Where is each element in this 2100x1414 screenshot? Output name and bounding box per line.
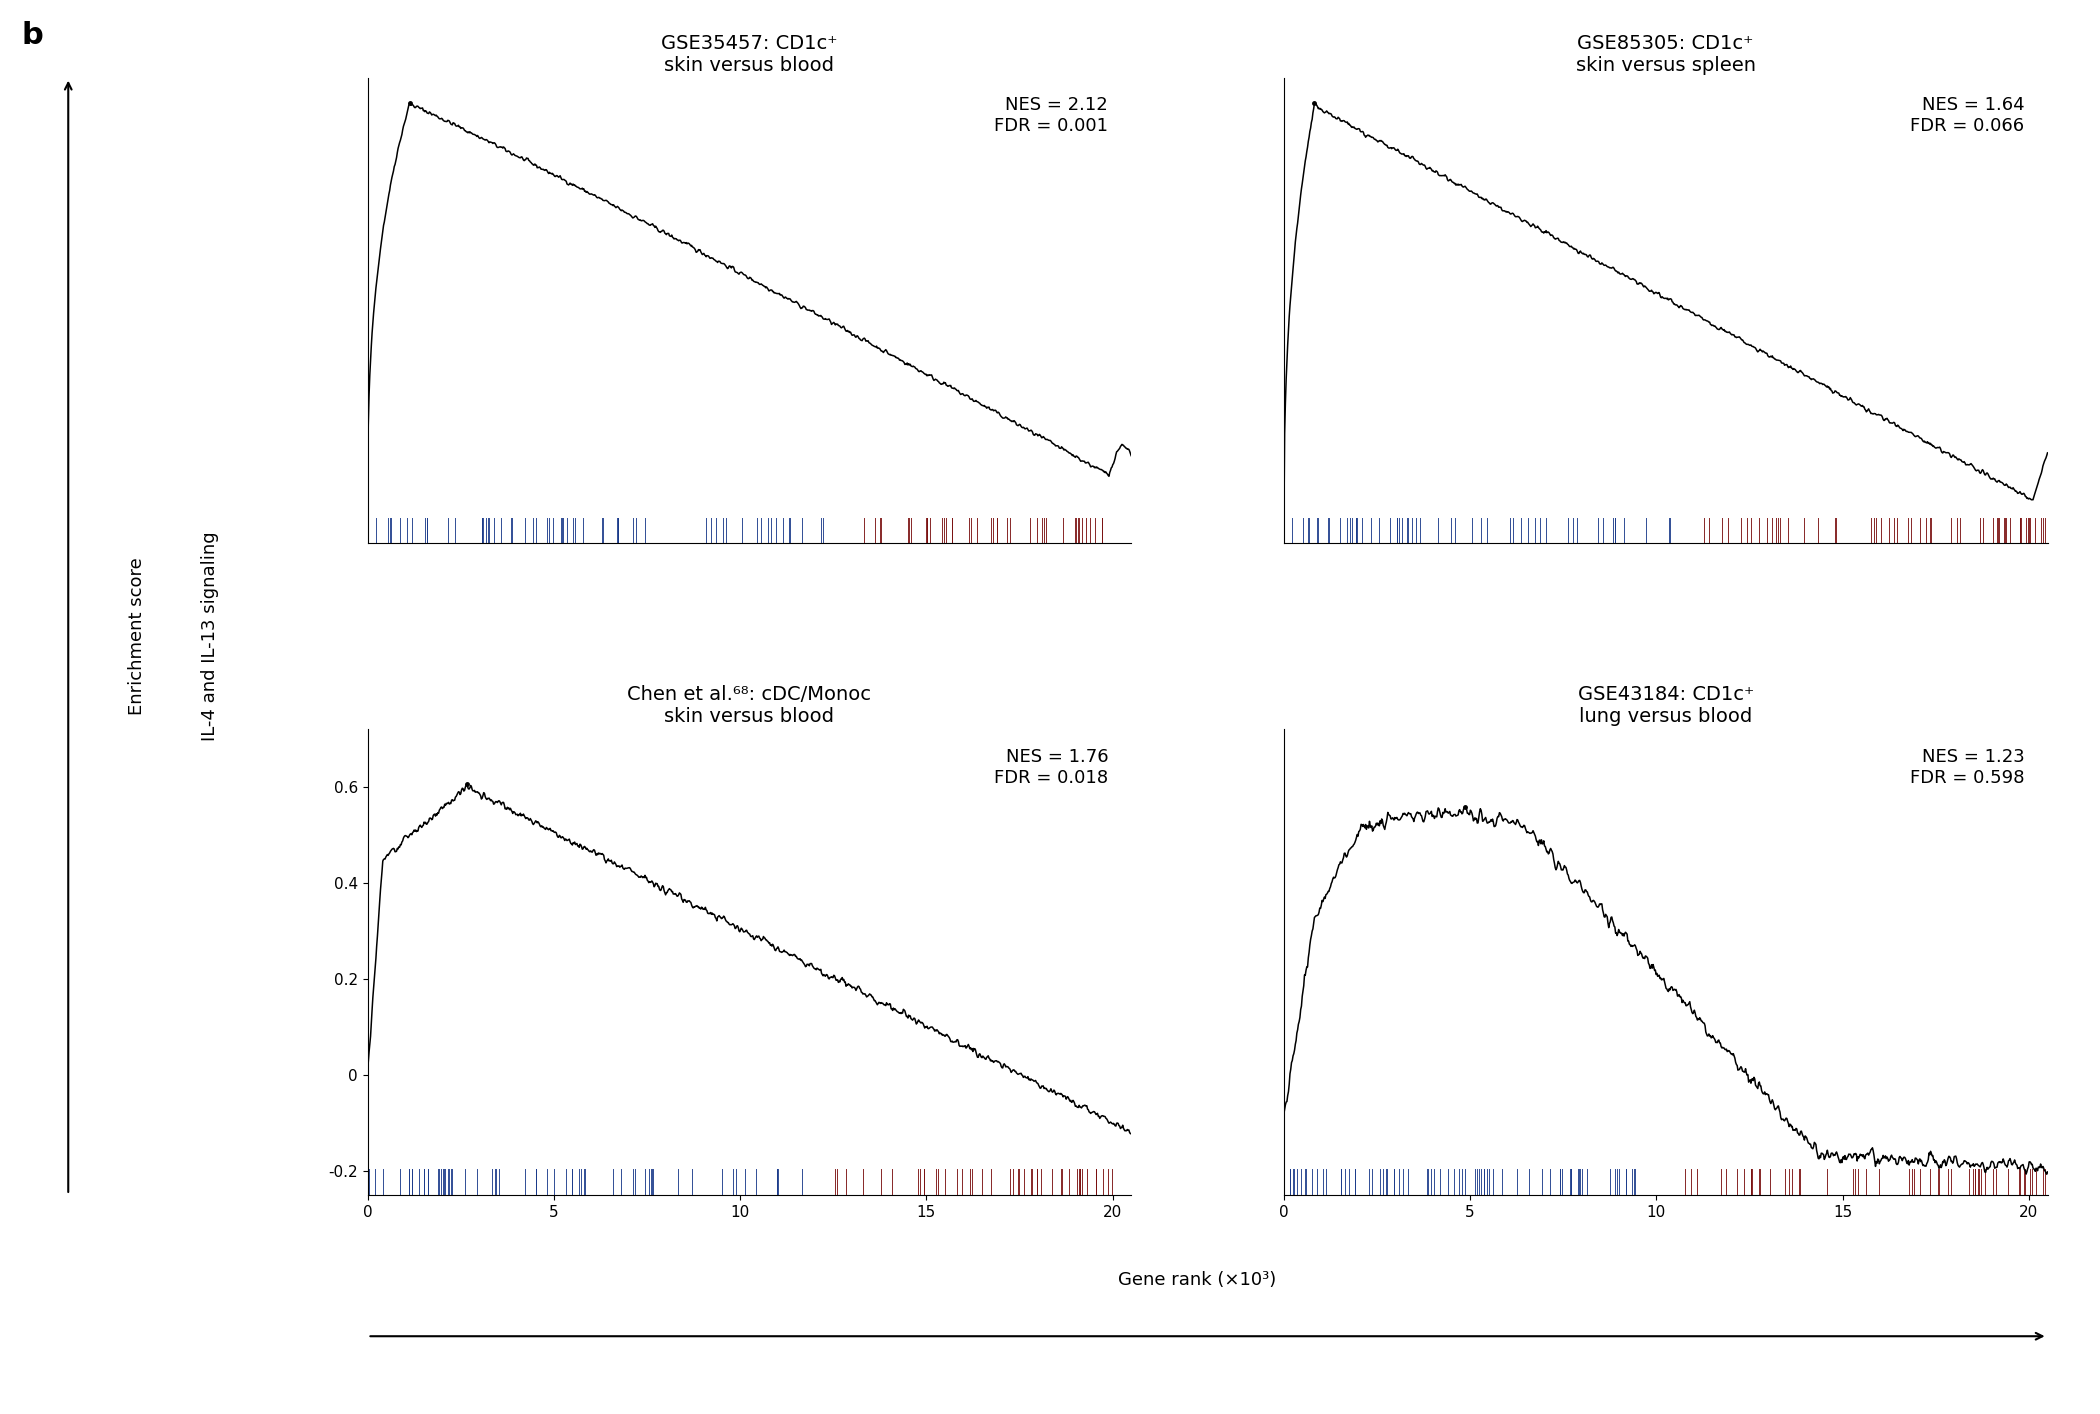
Text: NES = 1.76
FDR = 0.018: NES = 1.76 FDR = 0.018	[993, 748, 1109, 786]
Text: b: b	[21, 21, 42, 51]
Text: IL-4 and IL-13 signaling: IL-4 and IL-13 signaling	[202, 532, 218, 741]
Text: Gene rank (×10³): Gene rank (×10³)	[1117, 1271, 1277, 1288]
Title: Chen et al.⁶⁸: cDC/Monoc
skin versus blood: Chen et al.⁶⁸: cDC/Monoc skin versus blo…	[628, 686, 872, 727]
Text: NES = 1.64
FDR = 0.066: NES = 1.64 FDR = 0.066	[1911, 96, 2024, 136]
Text: NES = 2.12
FDR = 0.001: NES = 2.12 FDR = 0.001	[993, 96, 1109, 136]
Title: GSE85305: CD1c⁺
skin versus spleen: GSE85305: CD1c⁺ skin versus spleen	[1575, 34, 1756, 75]
Text: Enrichment score: Enrichment score	[128, 557, 145, 715]
Title: GSE43184: CD1c⁺
lung versus blood: GSE43184: CD1c⁺ lung versus blood	[1577, 686, 1753, 727]
Text: NES = 1.23
FDR = 0.598: NES = 1.23 FDR = 0.598	[1911, 748, 2024, 786]
Title: GSE35457: CD1c⁺
skin versus blood: GSE35457: CD1c⁺ skin versus blood	[662, 34, 838, 75]
